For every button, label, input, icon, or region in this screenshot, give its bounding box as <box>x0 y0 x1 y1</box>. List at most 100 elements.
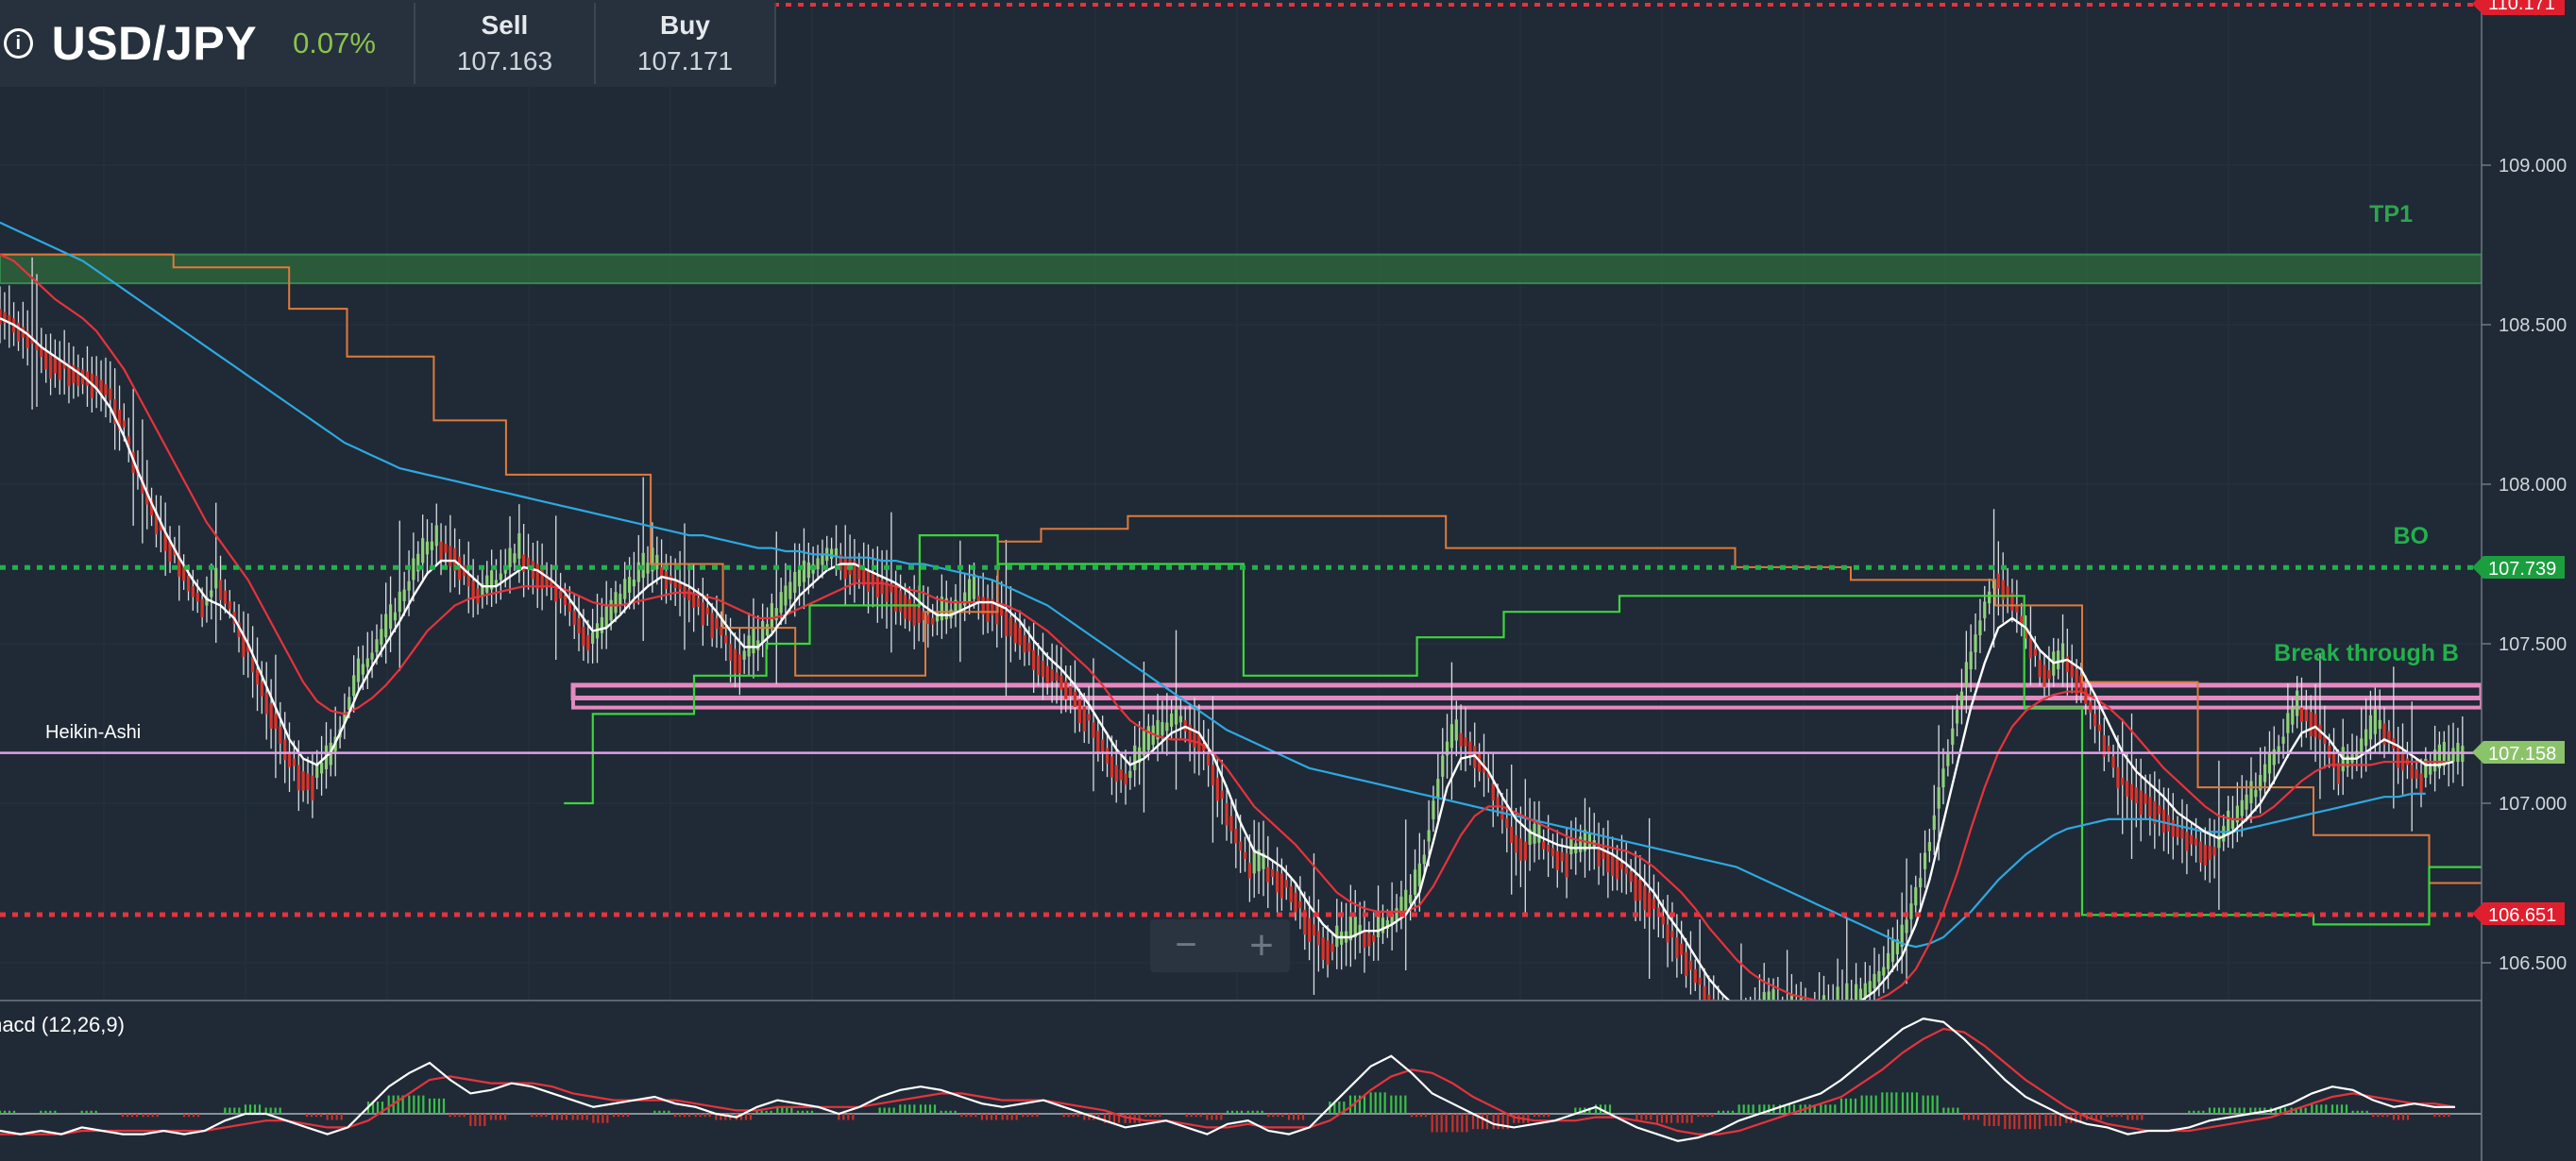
zoom-out-button[interactable]: − <box>1175 924 1196 966</box>
candle-body <box>1491 783 1495 801</box>
candle-body <box>1505 817 1509 829</box>
candle-body <box>1041 661 1045 678</box>
candle-body <box>2262 764 2267 782</box>
candle-body <box>1698 977 1702 985</box>
candle-body <box>393 612 398 621</box>
candle-body <box>931 617 935 625</box>
candle-body <box>2364 729 2368 747</box>
buy-button[interactable]: Buy 107.171 <box>596 10 774 76</box>
candle-body <box>550 580 553 588</box>
horizontal-levels <box>0 3 2482 917</box>
candle-body <box>2079 675 2083 693</box>
candle-body <box>1275 871 1280 893</box>
candle-body <box>1165 722 1169 732</box>
candle-body <box>2451 748 2455 763</box>
candle-body <box>1886 952 1890 969</box>
candle-body <box>2240 799 2244 816</box>
candle-body <box>1919 878 1923 888</box>
candle-body <box>761 620 765 643</box>
candle-body <box>2060 643 2065 664</box>
candle-body <box>1161 722 1164 735</box>
candle-body <box>449 546 452 567</box>
candle-body <box>1670 931 1674 938</box>
candle-body <box>485 575 489 593</box>
zoom-in-button[interactable]: + <box>1249 922 1274 968</box>
candle-body <box>2158 805 2161 815</box>
candle-body <box>577 617 581 634</box>
candle-body <box>1937 786 1940 809</box>
candle-body <box>2222 826 2226 842</box>
candle-body <box>1988 591 1991 604</box>
candle-body <box>899 590 903 613</box>
candle-body <box>113 398 117 425</box>
candle-body <box>710 613 714 639</box>
candle-body <box>2286 713 2290 733</box>
candle-body <box>1666 924 1669 943</box>
candle-body <box>1055 672 1059 681</box>
candle-body <box>720 626 723 636</box>
bo-price-tag: 107.739 <box>2472 556 2565 580</box>
candle-body <box>976 596 980 604</box>
candle-body <box>752 628 755 654</box>
candle-body <box>724 634 728 644</box>
candle-body <box>2070 663 2074 679</box>
axis-tick-label: 107.000 <box>2499 794 2567 815</box>
moving-averages <box>0 221 2454 1018</box>
candle-body <box>1959 691 1964 706</box>
candle-body <box>991 598 994 615</box>
candle-body <box>2254 789 2258 798</box>
candle-body <box>2089 700 2093 714</box>
candle-body <box>1914 886 1918 906</box>
axis-tick-label: 107.500 <box>2499 634 2567 655</box>
zoom-controls: − + <box>1150 919 1290 972</box>
candle-body <box>72 364 76 383</box>
symbol-name: USD/JPY <box>51 17 258 70</box>
ma-fast-line <box>0 317 2454 1018</box>
candle-body <box>1445 741 1449 756</box>
candle-body <box>890 583 893 593</box>
sell-button[interactable]: Sell 107.163 <box>415 10 594 76</box>
info-icon[interactable]: i <box>4 28 33 59</box>
candle-body <box>1514 834 1518 853</box>
candle-body <box>954 599 958 614</box>
candle-body <box>1974 634 1977 653</box>
candle-body <box>793 571 797 593</box>
candle-body <box>586 634 590 651</box>
candle-body <box>1385 920 1389 929</box>
candle-body <box>1991 580 1996 589</box>
macd-label: macd (12,26,9) <box>0 1013 125 1036</box>
candle-body <box>62 361 66 369</box>
candle-body <box>705 607 709 614</box>
candle-body <box>614 592 618 614</box>
candle-body <box>292 758 297 766</box>
candle-body <box>1128 770 1132 778</box>
candle-body <box>2185 832 2189 851</box>
candle-body <box>522 554 526 572</box>
candle-body <box>1606 850 1610 873</box>
candle-body <box>2387 731 2391 744</box>
candle-body <box>692 594 696 608</box>
macd-background <box>0 1001 2482 1161</box>
candle-body <box>2245 794 2248 810</box>
candle-body <box>2038 659 2042 678</box>
candle-body <box>466 573 470 587</box>
macd-panel: 0.30.20.10.0-0.1 <box>0 1000 2576 1161</box>
candle-body <box>963 592 967 606</box>
candle-body <box>1321 936 1325 960</box>
candle-body <box>797 566 802 587</box>
candle-body <box>2024 628 2028 639</box>
candle-body <box>384 614 388 638</box>
candle-body <box>1863 983 1867 998</box>
candle-body <box>1045 665 1049 683</box>
candle-body <box>2171 820 2175 837</box>
candle-body <box>2084 688 2088 705</box>
divider <box>413 3 415 84</box>
candle-body <box>1023 634 1026 653</box>
axis-tick-label: 109.000 <box>2499 156 2567 177</box>
candle-body <box>604 606 608 629</box>
candle-body <box>380 629 383 646</box>
candle-body <box>1890 939 1895 962</box>
candle-body <box>246 644 250 653</box>
candle-body <box>76 367 80 387</box>
